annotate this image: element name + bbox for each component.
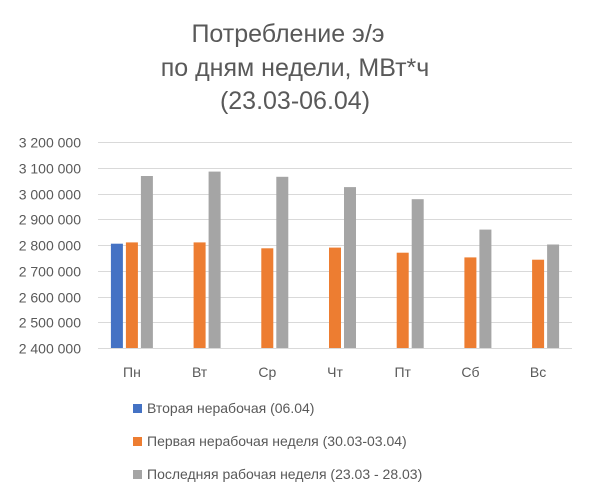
bars	[110, 171, 560, 348]
bar	[125, 242, 138, 348]
x-axis-ticks: Пн Вт Ср Чт Пт Сб Вс	[123, 364, 546, 380]
legend: Вторая нерабочая (06.04) Первая нерабочая…	[133, 400, 422, 482]
bar	[261, 248, 274, 348]
y-tick-label: 3 200 000	[19, 135, 81, 151]
y-tick-label: 2 800 000	[19, 238, 81, 254]
y-tick-label: 2 400 000	[19, 341, 81, 357]
bar	[532, 259, 545, 348]
bar	[464, 257, 477, 348]
bar	[344, 187, 356, 348]
bar	[547, 244, 560, 348]
bar	[276, 176, 289, 348]
x-tick-label: Вт	[192, 364, 208, 380]
bar	[479, 229, 492, 348]
bar	[110, 243, 123, 348]
x-tick-label: Чт	[327, 364, 343, 380]
y-tick-label: 2 500 000	[19, 315, 81, 331]
legend-label: Последняя рабочая неделя (23.03 - 28.03)	[147, 466, 422, 482]
y-tick-label: 2 600 000	[19, 290, 81, 306]
x-tick-label: Ср	[258, 364, 276, 380]
y-tick-label: 2 900 000	[19, 212, 81, 228]
legend-label: Первая нерабочая неделя (30.03-03.04)	[147, 433, 407, 449]
bar	[208, 171, 221, 348]
bar	[396, 252, 409, 348]
bar	[193, 242, 206, 348]
bar	[140, 176, 153, 348]
y-axis-ticks: 2 400 000 2 500 000 2 600 000 2 700 000 2 80…	[19, 135, 81, 357]
chart-title-line-1: Потребление э/э	[191, 20, 384, 48]
chart-title-line-2: по дням недели, МВт*ч	[161, 54, 430, 82]
y-tick-label: 3 100 000	[19, 161, 81, 177]
x-tick-label: Пн	[123, 364, 141, 380]
bar	[411, 199, 424, 348]
x-tick-label: Вс	[530, 364, 546, 380]
legend-swatch	[133, 404, 142, 413]
legend-label: Вторая нерабочая (06.04)	[147, 400, 314, 416]
y-tick-label: 3 000 000	[19, 187, 81, 203]
bar	[329, 247, 341, 348]
gridlines	[98, 142, 572, 349]
chart-title: Потребление э/э по дням недели, МВт*ч (2…	[161, 20, 430, 115]
x-tick-label: Сб	[461, 364, 479, 380]
x-tick-label: Пт	[394, 364, 411, 380]
legend-swatch	[133, 437, 142, 446]
chart-title-line-3: (23.03-06.04)	[220, 87, 370, 115]
legend-swatch	[133, 470, 142, 479]
y-tick-label: 2 700 000	[19, 264, 81, 280]
